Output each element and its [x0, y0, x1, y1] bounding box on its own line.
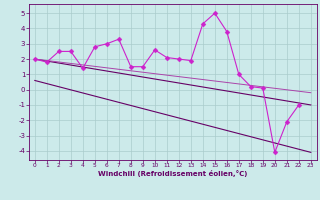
X-axis label: Windchill (Refroidissement éolien,°C): Windchill (Refroidissement éolien,°C) [98, 170, 247, 177]
